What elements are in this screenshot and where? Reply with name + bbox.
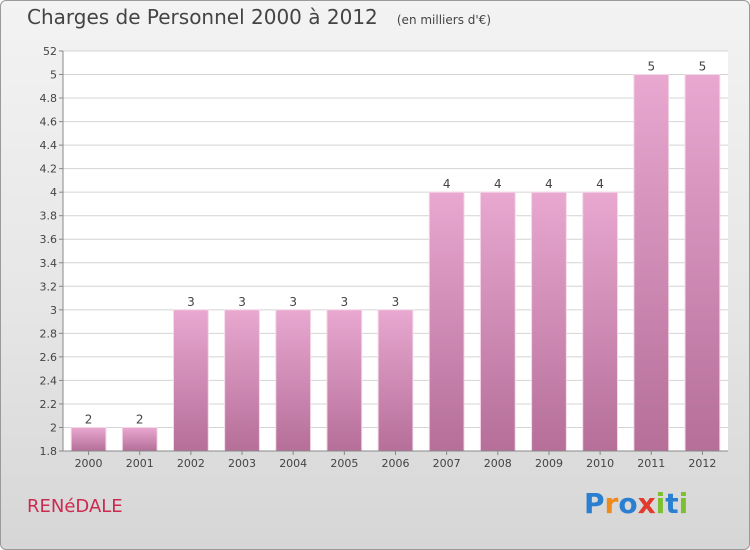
label-layer: 2 2000 2 2001 3 2002 3 2003 3 2004 3 2005 3 2006 4 2007… bbox=[75, 60, 717, 470]
x-tick-label: 2001 bbox=[126, 457, 154, 470]
y-tick-label: 2.2 bbox=[40, 398, 58, 411]
y-tick-label: 52 bbox=[43, 45, 57, 58]
bar bbox=[531, 191, 567, 452]
bar-value-label: 2 bbox=[85, 412, 93, 426]
y-tick-label: 4.8 bbox=[40, 92, 58, 105]
x-tick-label: 2000 bbox=[75, 457, 103, 470]
x-tick-label: 2010 bbox=[586, 457, 614, 470]
y-tick-label: 4 bbox=[50, 186, 57, 199]
bar-value-label: 4 bbox=[494, 177, 502, 191]
bar-value-label: 5 bbox=[647, 60, 655, 74]
y-tick-label: 2.6 bbox=[40, 351, 58, 364]
bar bbox=[428, 191, 465, 452]
bar-value-label: 3 bbox=[289, 295, 297, 309]
y-tick-label: 2 bbox=[50, 421, 57, 434]
logo-letter: r bbox=[604, 487, 619, 520]
y-tick-label: 3.8 bbox=[40, 210, 58, 223]
x-tick-label: 2004 bbox=[279, 457, 307, 470]
bar-value-label: 3 bbox=[238, 295, 246, 309]
y-tick-label: 4.2 bbox=[40, 163, 58, 176]
bar bbox=[326, 309, 363, 452]
logo-letter: i bbox=[655, 487, 666, 520]
y-tick-label: 3.6 bbox=[40, 233, 58, 246]
x-tick-label: 2012 bbox=[688, 457, 716, 470]
x-tick-label: 2005 bbox=[330, 457, 358, 470]
bar-value-label: 3 bbox=[341, 295, 349, 309]
bar-layer bbox=[70, 74, 721, 452]
bar bbox=[275, 309, 312, 452]
x-tick-label: 2006 bbox=[382, 457, 410, 470]
logo-letter: o bbox=[618, 487, 638, 520]
y-tick-label: 3.2 bbox=[40, 280, 58, 293]
bar bbox=[224, 309, 260, 452]
chart-title: Charges de Personnel 2000 à 2012 bbox=[27, 5, 378, 29]
bar-value-label: 4 bbox=[545, 177, 553, 191]
bar-value-label: 2 bbox=[136, 412, 144, 426]
y-tick-label: 3 bbox=[50, 304, 57, 317]
bar bbox=[70, 426, 107, 452]
bar-value-label: 3 bbox=[392, 295, 400, 309]
commune-label: RENéDALE bbox=[27, 496, 123, 517]
logo-letter: i bbox=[678, 487, 689, 520]
logo-letter: t bbox=[665, 487, 679, 520]
bar bbox=[377, 309, 414, 452]
bar bbox=[121, 426, 158, 452]
bar bbox=[684, 74, 721, 452]
logo-letter: P bbox=[584, 487, 605, 520]
bar-value-label: 5 bbox=[699, 60, 707, 74]
bar bbox=[479, 191, 516, 452]
bar bbox=[633, 74, 670, 452]
y-tick-label: 4.6 bbox=[40, 116, 58, 129]
x-tick-label: 2007 bbox=[433, 457, 461, 470]
title-row: Charges de Personnel 2000 à 2012 (en mil… bbox=[27, 5, 491, 29]
y-tick-label: 1.8 bbox=[40, 445, 58, 458]
bar-value-label: 4 bbox=[596, 177, 604, 191]
logo-letter: x bbox=[637, 487, 656, 520]
bar bbox=[172, 309, 209, 452]
y-tick-label: 3.4 bbox=[40, 257, 58, 270]
chart-unit: (en milliers d'€) bbox=[396, 13, 491, 27]
y-tick-label: 4.4 bbox=[40, 139, 58, 152]
x-tick-label: 2008 bbox=[484, 457, 512, 470]
x-tick-label: 2011 bbox=[637, 457, 665, 470]
bar bbox=[582, 191, 619, 452]
y-tick-label: 2.8 bbox=[40, 327, 58, 340]
x-tick-label: 2002 bbox=[177, 457, 205, 470]
y-tick-label: 5 bbox=[50, 69, 57, 82]
proxiti-logo[interactable]: Proxiti bbox=[584, 487, 688, 520]
y-tick-label: 2.4 bbox=[40, 374, 58, 387]
bar-value-label: 4 bbox=[443, 177, 451, 191]
x-tick-label: 2003 bbox=[228, 457, 256, 470]
axis-layer: 1.8 2 2.2 2.4 2.6 2.8 3 3.2 3.4 3.6 3.8 4 4.2 4.4 4.6 4… bbox=[40, 45, 728, 458]
bar-value-label: 3 bbox=[187, 295, 195, 309]
x-tick-label: 2009 bbox=[535, 457, 563, 470]
